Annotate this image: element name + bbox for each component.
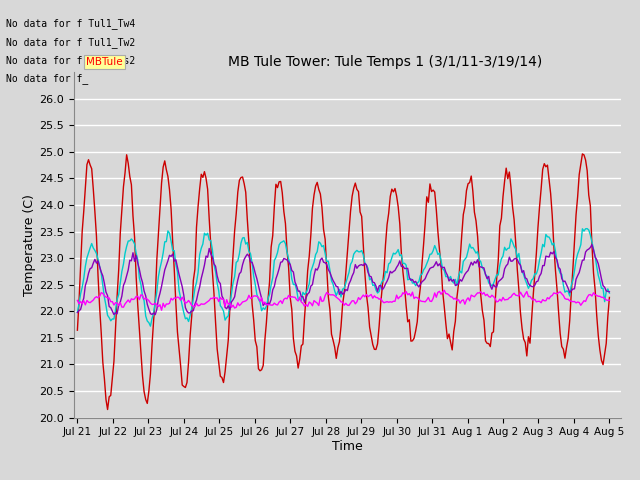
- Y-axis label: Temperature (C): Temperature (C): [23, 194, 36, 296]
- Text: No data for f_: No data for f_: [6, 73, 89, 84]
- Text: MBTule: MBTule: [86, 57, 123, 67]
- X-axis label: Time: Time: [332, 440, 363, 453]
- Text: No data for f Tul1_Tw2: No data for f Tul1_Tw2: [6, 36, 136, 48]
- Title: MB Tule Tower: Tule Temps 1 (3/1/11-3/19/14): MB Tule Tower: Tule Temps 1 (3/1/11-3/19…: [228, 56, 543, 70]
- Text: No data for f Tul1_Ts2: No data for f Tul1_Ts2: [6, 55, 136, 66]
- Text: No data for f Tul1_Tw4: No data for f Tul1_Tw4: [6, 18, 136, 29]
